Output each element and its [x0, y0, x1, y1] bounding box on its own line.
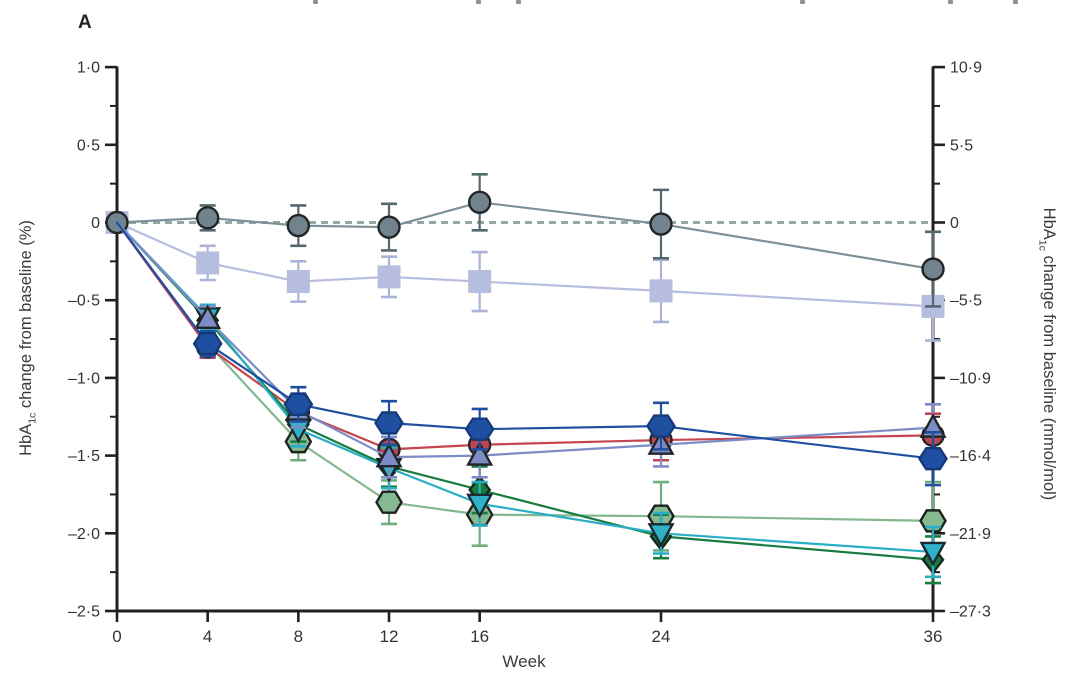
series-light-green-hexagon — [115, 221, 947, 562]
svg-text:36: 36 — [924, 627, 943, 646]
svg-text:5·5: 5·5 — [950, 137, 973, 154]
series-slate-blue-triangle-up — [115, 221, 947, 479]
svg-text:–2·5: –2·5 — [68, 604, 100, 621]
panel-label: A — [78, 12, 92, 33]
left-axis-ticks: 1·0 0·5 0 –0·5 –1·0 –1·5 –2·0 –2·5 — [68, 60, 117, 621]
svg-text:8: 8 — [294, 627, 303, 646]
svg-text:–27·3: –27·3 — [950, 604, 991, 621]
svg-text:–16·4: –16·4 — [950, 448, 991, 465]
right-axis-ticks: 10·9 5·5 0 –5·5 –10·9 –16·4 –21·9 –27·3 — [933, 60, 991, 621]
svg-text:–21·9: –21·9 — [950, 526, 991, 543]
svg-text:12: 12 — [380, 627, 399, 646]
svg-text:16: 16 — [470, 627, 489, 646]
svg-text:0: 0 — [112, 627, 121, 646]
clipped-text-fragment — [476, 0, 481, 4]
axes — [115, 66, 935, 613]
svg-text:0·5: 0·5 — [77, 137, 100, 154]
svg-text:1·0: 1·0 — [77, 60, 100, 77]
svg-text:–10·9: –10·9 — [950, 370, 991, 387]
svg-text:–1·5: –1·5 — [68, 448, 100, 465]
series-gray-circle — [105, 173, 945, 308]
svg-text:10·9: 10·9 — [950, 60, 982, 77]
series-red-circle — [115, 221, 945, 470]
svg-text:–0·5: –0·5 — [68, 293, 100, 310]
x-axis-ticks: 0 4 8 12 16 24 36 — [112, 611, 942, 646]
right-axis-title: HbA1c change from baseline (mmol/mol) — [1036, 207, 1058, 501]
series-teal-triangle-down — [115, 221, 947, 579]
clipped-text-fragment — [313, 0, 318, 4]
clipped-text-fragment — [516, 0, 521, 4]
svg-text:–5·5: –5·5 — [950, 293, 982, 310]
clipped-text-fragment — [800, 0, 805, 4]
svg-text:24: 24 — [652, 627, 671, 646]
svg-text:0: 0 — [950, 215, 959, 232]
svg-text:4: 4 — [203, 627, 212, 646]
clipped-text-fragment — [948, 0, 953, 4]
series-lavender-square — [105, 211, 945, 342]
series-dark-blue-hexagon — [115, 221, 948, 487]
svg-text:–1·0: –1·0 — [68, 370, 100, 387]
svg-text:0: 0 — [91, 215, 100, 232]
series-dark-green-diamond — [115, 221, 945, 585]
svg-text:–2·0: –2·0 — [68, 526, 100, 543]
left-axis-title: HbA1c change from baseline (%) — [17, 220, 39, 456]
x-axis-title: Week — [502, 652, 546, 671]
clipped-text-fragment — [1013, 0, 1018, 4]
